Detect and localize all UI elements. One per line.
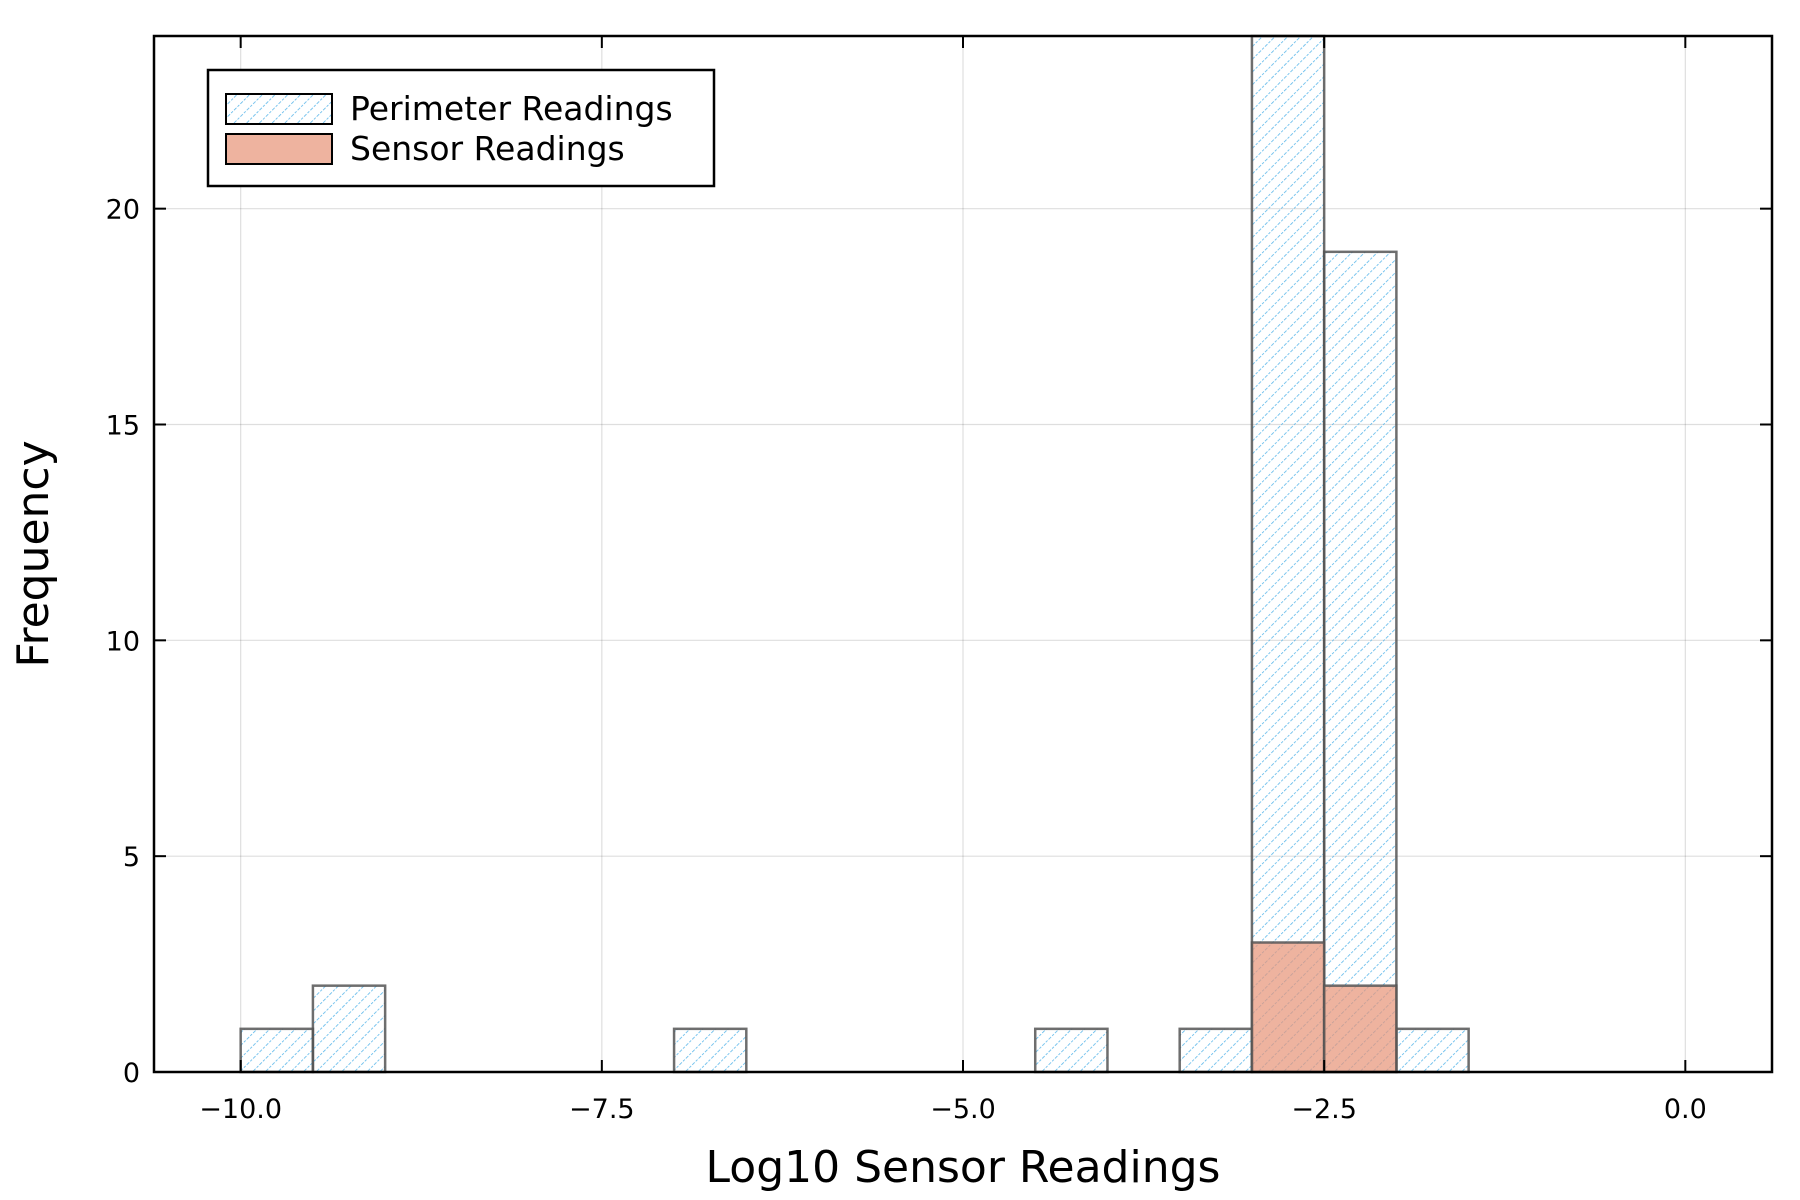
legend-label-0: Perimeter Readings xyxy=(350,89,673,128)
perimeter-bar-4 xyxy=(1178,1027,1254,1074)
x-tick-label-4: 0.0 xyxy=(1664,1094,1707,1125)
x-tick-label-1: −7.5 xyxy=(569,1094,635,1125)
perimeter-bar-1 xyxy=(311,984,387,1074)
x-tick-label-0: −10.0 xyxy=(199,1094,282,1125)
x-axis-title: Log10 Sensor Readings xyxy=(706,1142,1221,1193)
legend-box xyxy=(206,68,716,188)
axes: −10.0 −7.5 −5.0 −2.5 0.0 0 5 10 15 20 xyxy=(106,34,1774,1125)
perimeter-bar-0 xyxy=(239,1027,315,1074)
legend-label-1: Sensor Readings xyxy=(350,129,625,168)
perimeter-bar-2 xyxy=(672,1027,748,1074)
sensor-bar-1 xyxy=(1322,984,1398,1074)
y-tick-label-3: 15 xyxy=(106,411,140,442)
histogram-bars xyxy=(239,34,1470,1074)
legend-swatch-0 xyxy=(225,93,333,125)
y-axis-title: Frequency xyxy=(8,440,59,667)
y-tick-label-0: 0 xyxy=(123,1058,140,1089)
x-tick-label-2: −5.0 xyxy=(930,1094,996,1125)
y-tick-label-2: 10 xyxy=(106,626,140,657)
sensor-bar-0 xyxy=(1250,941,1326,1074)
x-tick-label-3: −2.5 xyxy=(1291,1094,1357,1125)
perimeter-bar-3 xyxy=(1033,1027,1109,1074)
grid-lines xyxy=(154,36,1772,1073)
y-tick-label-1: 5 xyxy=(123,842,140,873)
legend-swatch-1 xyxy=(225,133,333,165)
perimeter-bar-6 xyxy=(1322,250,1398,1074)
y-tick-label-4: 20 xyxy=(106,195,140,226)
perimeter-bar-5 xyxy=(1250,34,1326,1074)
perimeter-bar-7 xyxy=(1395,1027,1470,1074)
